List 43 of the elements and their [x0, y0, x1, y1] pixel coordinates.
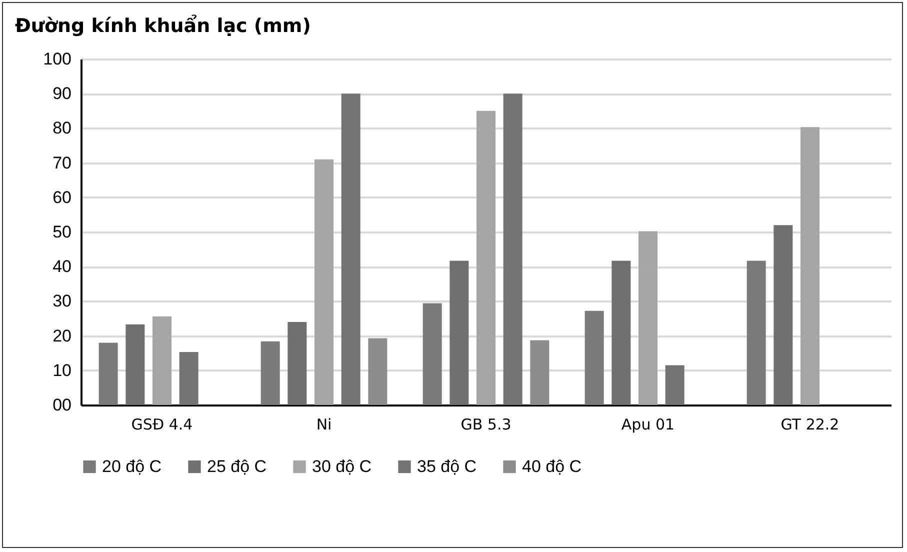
bar: [288, 322, 307, 405]
y-tick-label: 70: [52, 153, 72, 172]
y-tick-label: 100: [43, 50, 72, 68]
bar: [368, 338, 388, 405]
bar: [152, 316, 172, 405]
y-tick-label: 00: [52, 396, 72, 414]
bar: [341, 94, 360, 405]
bar: [503, 94, 522, 405]
bar: [746, 260, 766, 405]
bar: [584, 310, 604, 405]
bar: [530, 340, 550, 405]
y-tick-label: 20: [52, 326, 72, 346]
legend-label: 35 độ C: [417, 456, 477, 476]
x-tick-label: Ni: [316, 416, 332, 434]
bar: [179, 352, 198, 405]
y-tick-label: 30: [52, 292, 72, 311]
y-tick-label: 40: [52, 257, 72, 276]
bar: [774, 225, 793, 405]
y-tick-label: 10: [52, 360, 72, 380]
bar: [314, 159, 334, 405]
bar: [260, 341, 280, 405]
bar: [800, 127, 820, 405]
bar: [665, 365, 684, 405]
legend-label: 40 độ C: [522, 456, 582, 476]
x-tick-label: Apu 01: [621, 416, 675, 434]
y-tick-label: 90: [52, 84, 72, 104]
x-tick-label: GB 5.3: [460, 416, 512, 434]
legend-label: 30 độ C: [312, 456, 372, 476]
y-tick-label: 80: [52, 118, 72, 138]
y-tick-label: 60: [52, 188, 72, 207]
legend-label: 25 độ C: [207, 456, 267, 476]
bar: [126, 324, 145, 405]
bar: [612, 260, 631, 405]
bar: [638, 231, 658, 405]
chart-title: Đường kính khuẩn lạc (mm): [15, 14, 311, 37]
bar: [98, 342, 118, 405]
y-tick-label: 50: [52, 222, 72, 242]
x-tick-label: GSĐ 4.4: [131, 416, 193, 434]
bar: [450, 260, 469, 405]
legend-label: 20 độ C: [102, 456, 162, 476]
x-tick-label: GT 22.2: [780, 416, 840, 434]
bar: [476, 110, 496, 405]
bar: [422, 303, 442, 405]
